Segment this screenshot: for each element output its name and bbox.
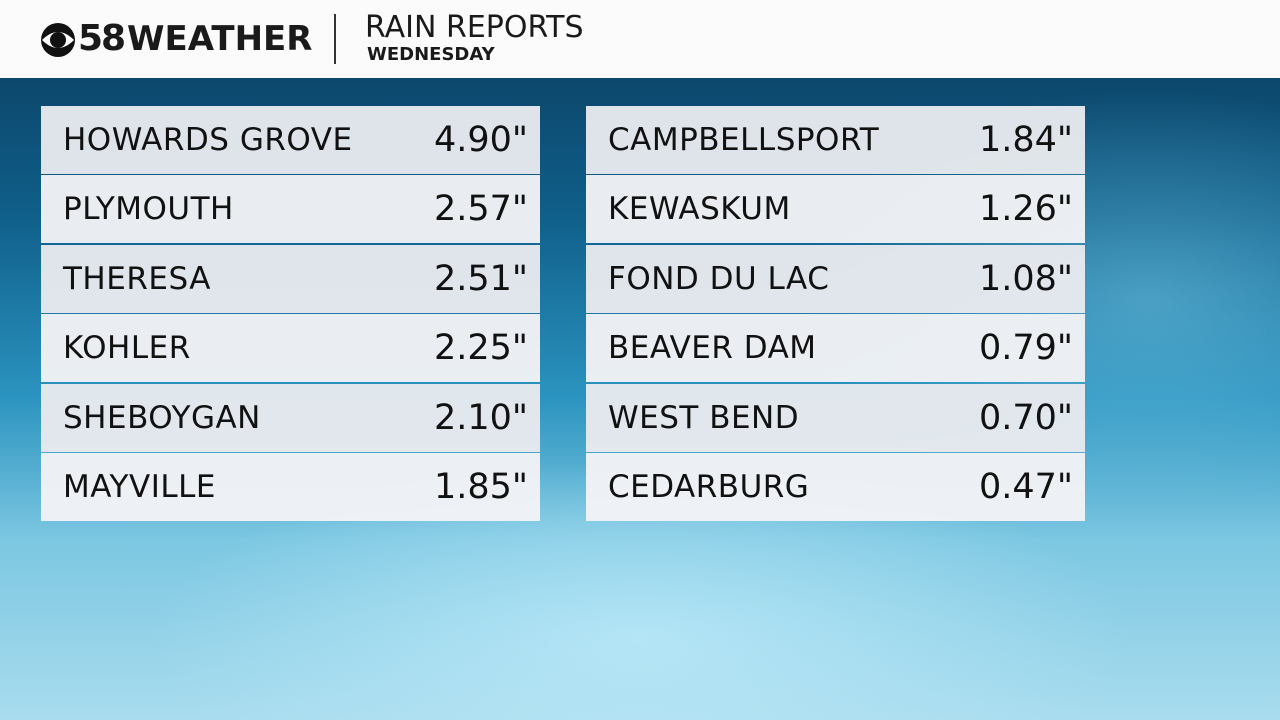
rainfall: 1.08" — [978, 258, 1073, 299]
rainfall: 0.47" — [978, 466, 1073, 507]
table-row: THERESA 2.51" — [41, 244, 540, 313]
location: CEDARBURG — [608, 468, 810, 505]
subtitle: WEDNESDAY — [367, 44, 495, 65]
location: PLYMOUTH — [63, 191, 234, 228]
rainfall: 1.85" — [433, 466, 528, 507]
rainfall: 0.79" — [978, 328, 1073, 369]
cbs-eye-logo — [41, 23, 75, 57]
location: SHEBOYGAN — [63, 399, 261, 436]
table-row: MAYVILLE 1.85" — [41, 452, 540, 521]
rainfall: 2.51" — [433, 258, 528, 299]
rainfall: 1.84" — [978, 120, 1073, 160]
table-row: FOND DU LAC 1.08" — [586, 244, 1085, 313]
brand: WEATHER — [127, 19, 313, 59]
rainfall: 2.10" — [433, 397, 528, 438]
location: THERESA — [63, 260, 211, 297]
rainfall: 0.70" — [978, 397, 1073, 438]
table-row: CEDARBURG 0.47" — [586, 452, 1085, 521]
header-bar: 58 WEATHER RAIN REPORTS WEDNESDAY — [0, 0, 1280, 78]
table-row: CAMPBELLSPORT 1.84" — [586, 106, 1085, 174]
location: CAMPBELLSPORT — [608, 122, 880, 158]
location: KOHLER — [63, 330, 191, 367]
table-row: KEWASKUM 1.26" — [586, 175, 1085, 244]
rain-table: HOWARDS GROVE 4.90" PLYMOUTH 2.57" THERESA 2.… — [41, 106, 540, 522]
location: BEAVER DAM — [608, 330, 817, 367]
table-row: SHEBOYGAN 2.10" — [41, 383, 540, 452]
location: WEST BEND — [608, 399, 800, 436]
rainfall: 2.25" — [433, 328, 528, 369]
location: FOND DU LAC — [608, 260, 830, 297]
table-row: WEST BEND 0.70" — [586, 383, 1085, 452]
table-row: HOWARDS GROVE 4.90" — [41, 106, 540, 174]
location: HOWARDS GROVE — [63, 122, 353, 158]
table-row: BEAVER DAM 0.79" — [586, 314, 1085, 383]
rainfall: 2.57" — [433, 189, 528, 230]
title: RAIN REPORTS — [365, 10, 584, 45]
channel-number: 58 — [78, 18, 126, 59]
rain-table: CAMPBELLSPORT 1.84" KEWASKUM 1.26" FOND DU L… — [586, 106, 1085, 522]
rainfall: 4.90" — [433, 120, 528, 160]
table-row: KOHLER 2.25" — [41, 314, 540, 383]
location: KEWASKUM — [608, 191, 791, 228]
table-row: PLYMOUTH 2.57" — [41, 175, 540, 244]
location: MAYVILLE — [63, 468, 216, 505]
rainfall: 1.26" — [978, 189, 1073, 230]
divider — [334, 14, 336, 64]
